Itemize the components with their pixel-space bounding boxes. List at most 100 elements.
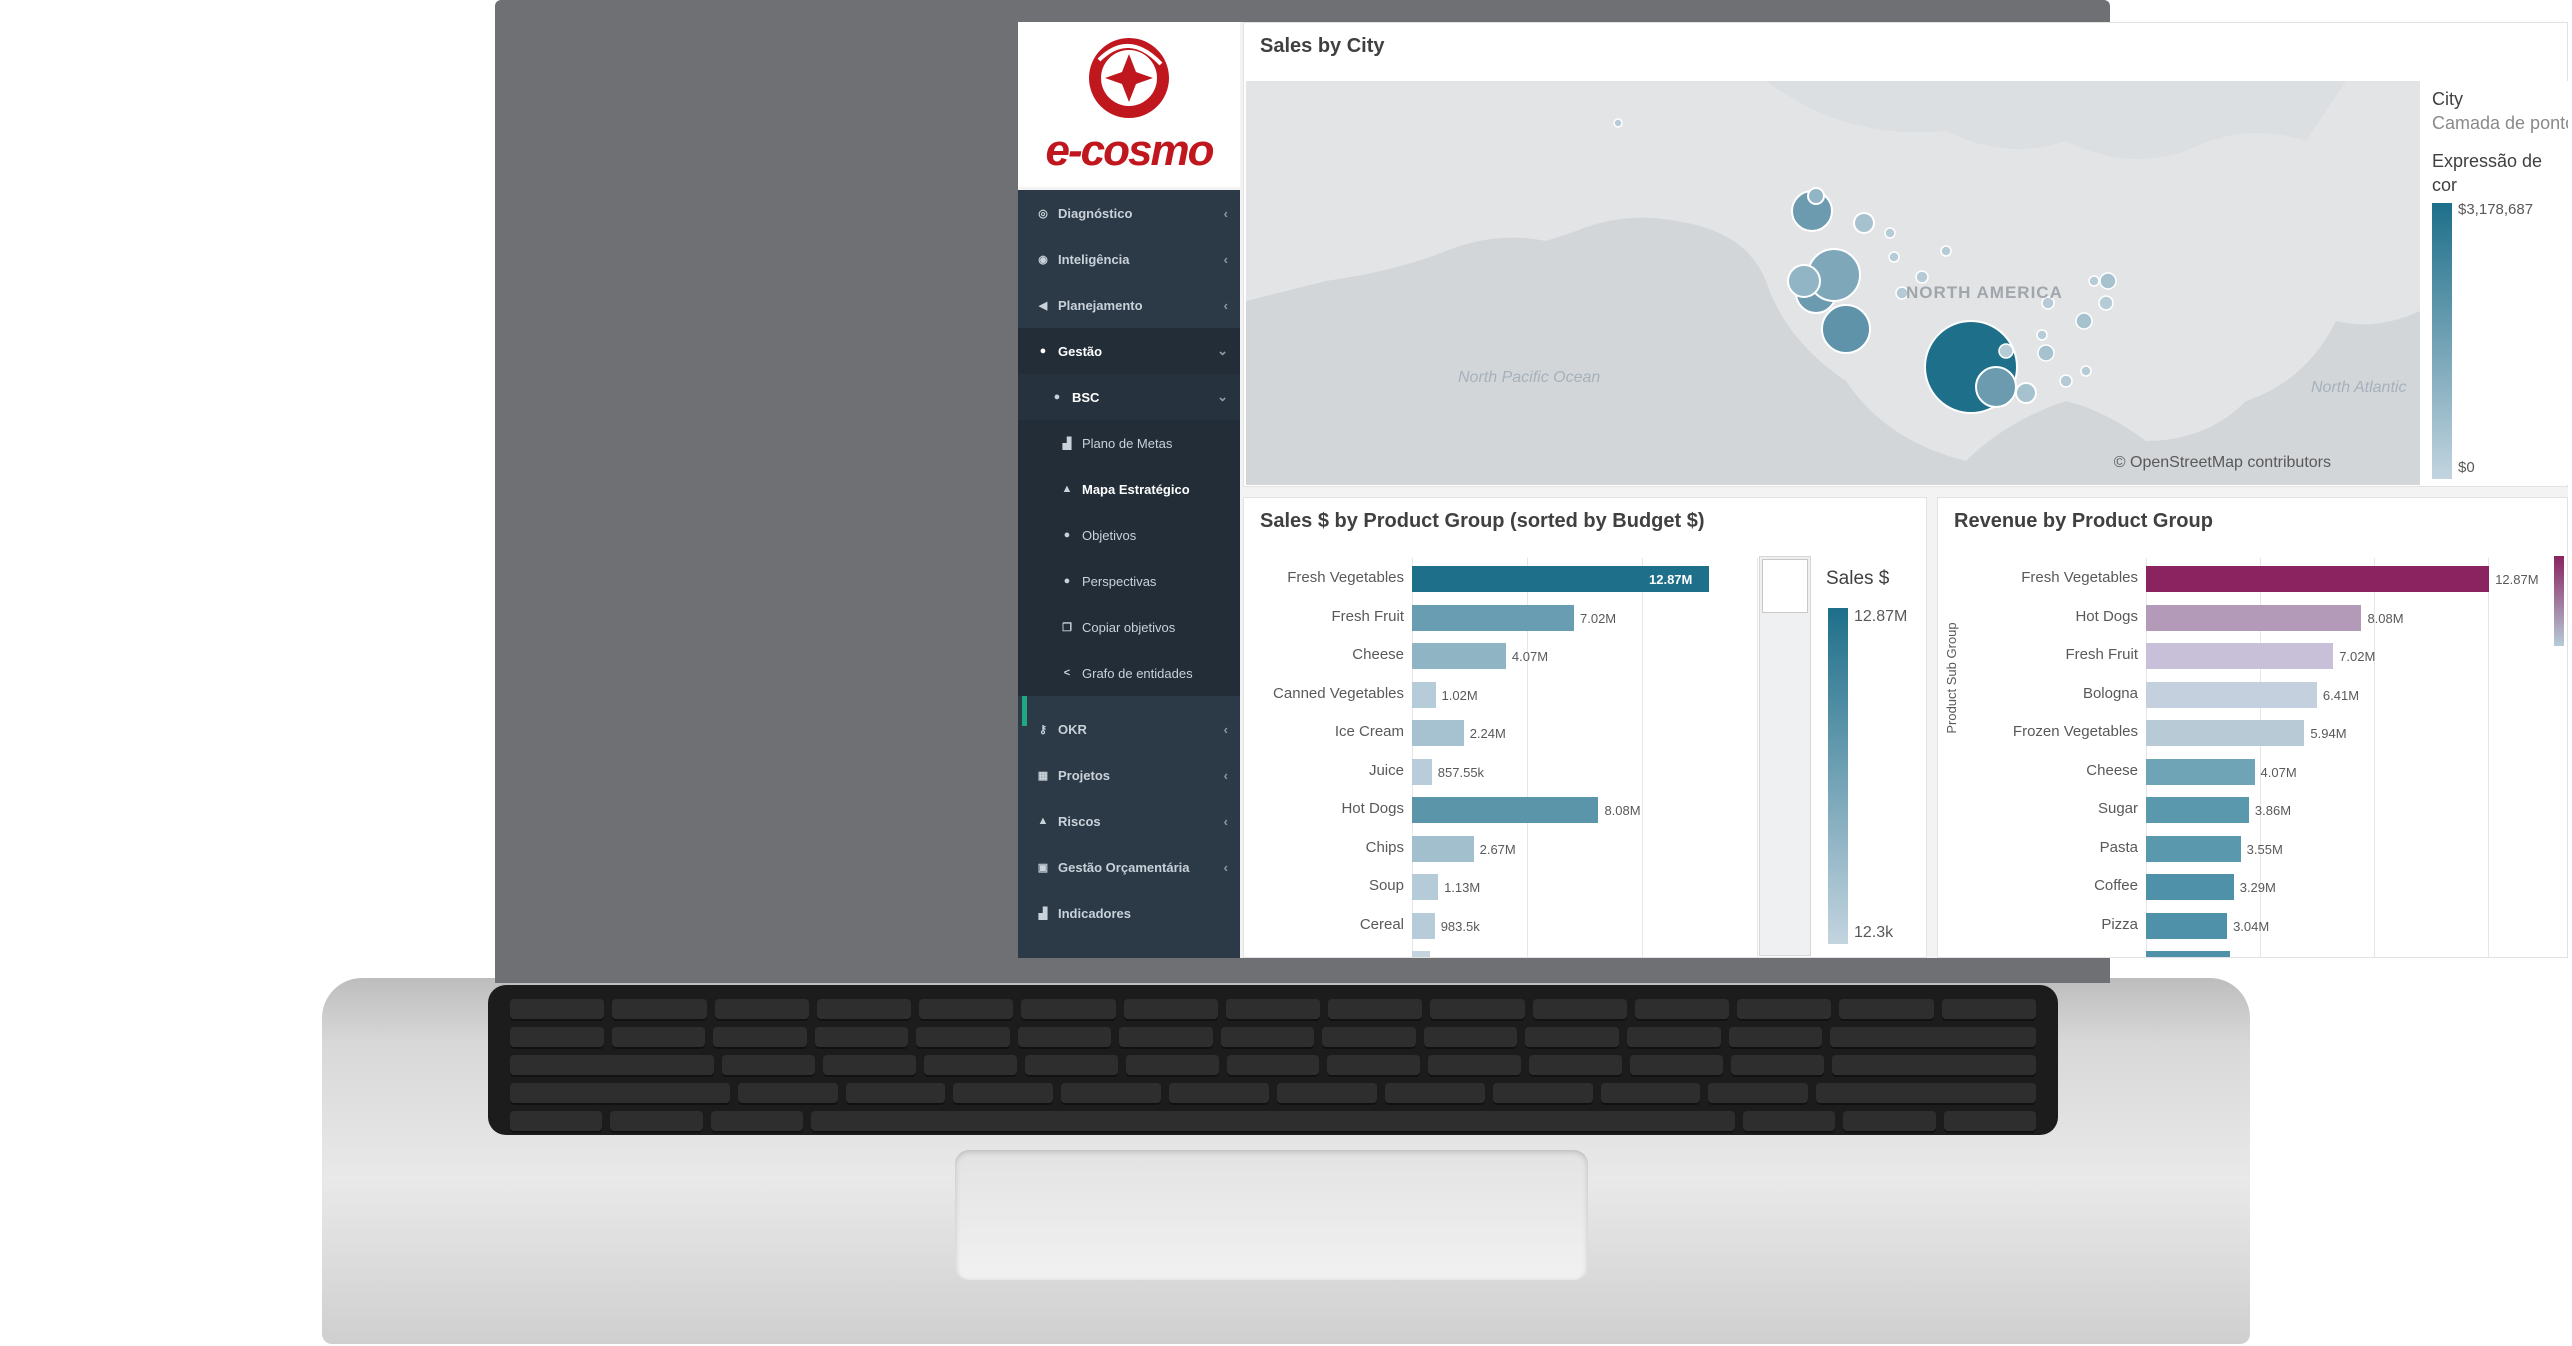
chart1-minimap-scrollbar[interactable] [1759,556,1811,956]
chevron-left-icon: ‹ [1223,767,1228,783]
table-icon: ▦ [1037,769,1049,782]
bar[interactable] [2146,643,2334,669]
sidebar-item-label: Copiar objetivos [1082,619,1176,635]
bar[interactable] [2146,951,2230,957]
sidebar-item-bsc[interactable]: ● BSC ⌄ [1018,374,1240,420]
map-panel: Sales by City [1243,22,2568,487]
bar-value-label: 3.29M [2239,880,2276,895]
chevron-down-icon: ⌄ [1217,343,1228,358]
bar-value-label: 3.55M [2246,841,2283,857]
bar-value-label: 12.87M [2495,572,2539,587]
bar-category-label: Cheese [1352,646,1404,663]
target-icon: ◎ [1038,207,1048,220]
sidebar-item-gestao[interactable]: ● Gestão ⌄ [1018,328,1240,374]
sidebar-item-grafo-de-entidades[interactable]: < Grafo de entidades [1018,650,1240,696]
sidebar-item-label: Riscos [1058,813,1101,829]
bar[interactable] [2146,758,2255,785]
sidebar-item-label: Inteligência [1058,251,1130,267]
bar[interactable] [1412,643,1506,669]
sidebar-item-projetos[interactable]: ▦ Projetos ‹ [1018,752,1240,798]
sidebar-item-inteligencia[interactable]: ◉ Inteligência ‹ [1018,236,1240,282]
bar[interactable] [2146,835,2241,862]
sidebar-item-plano-de-metas[interactable]: ▟ Plano de Metas [1018,420,1240,466]
chart-gridline [1527,558,1528,958]
map-canvas: © OpenStreetMap contributors [1246,81,2420,485]
bar[interactable] [2146,874,2234,900]
sales-map[interactable]: © OpenStreetMap contributors NORTH AMERI… [1246,81,2420,485]
sitemap-icon: ▲ [1061,483,1073,495]
bar[interactable] [2146,912,2228,939]
sidebar-item-label: Indicadores [1058,905,1131,921]
legend-gradient [2432,203,2452,479]
chart1-scroll-thumb[interactable] [1762,559,1808,613]
city-bubbles [1613,118,2117,414]
bar[interactable] [1412,797,1599,823]
eye-icon: ◉ [1038,253,1048,266]
sidebar-item-indicadores[interactable]: ▟ Indicadores [1018,890,1240,936]
logo-text: e-cosmo [1045,125,1215,175]
chevron-left-icon: ‹ [1223,813,1228,829]
chart1-legend-title: Sales $ [1826,568,1890,589]
bar[interactable] [1412,720,1464,746]
sidebar-item-mapa-estrategico[interactable]: ▲ Mapa Estratégico [1018,466,1240,512]
bar-value-label: 3.04M [2233,918,2270,934]
megaphone-icon: ◀ [1038,299,1048,312]
warning-icon: ▲ [1037,815,1049,827]
bar[interactable] [2146,720,2305,746]
bar-category-label: Fresh Fruit [1331,607,1404,625]
bar-category-label: Sugar [2097,800,2138,817]
legend-field: City [2432,89,2463,109]
sidebar-item-objetivos[interactable]: ● Objetivos [1018,512,1240,558]
sidebar-item-riscos[interactable]: ▲ Riscos ‹ [1018,798,1240,844]
bar[interactable] [1412,758,1432,785]
bar[interactable] [2146,566,2490,592]
chart-gridline [2260,558,2261,958]
bar-value-label: 12.87M [1649,572,1693,587]
bar-category-label: Hot Dogs [2075,607,2138,625]
chart-gridline [2374,558,2375,958]
sidebar-item-label: Planejamento [1058,297,1143,313]
chart1-legend-min: 12.3k [1854,924,1894,941]
chevron-down-icon: ⌄ [1217,389,1228,404]
sidebar-item-okr[interactable]: ⚷ OKR ‹ [1018,706,1240,752]
chevron-left-icon: ‹ [1223,205,1228,221]
bar[interactable] [1412,566,1709,592]
bar-value-label: 5.94M [2310,726,2347,741]
sidebar-item-label: Diagnóstico [1058,205,1133,221]
bar[interactable] [2146,604,2362,631]
map-attribution[interactable]: © OpenStreetMap contributors [2114,454,2331,471]
chart2-plot: Fresh Vegetables 12.87M Hot Dogs 8.08M Fresh… [1938,558,2568,958]
chart-gridline [1642,558,1643,958]
sidebar-item-diagnostico[interactable]: ◎ Diagnóstico ‹ [1018,190,1240,236]
bar-value-label: 8.08M [2367,610,2404,626]
bar[interactable] [1412,604,1574,631]
sidebar-item-copiar-objetivos[interactable]: ❐ Copiar objetivos [1018,604,1240,650]
bar-category-label: Coffee [2094,877,2138,894]
bar[interactable] [2146,681,2317,708]
bar[interactable] [1412,835,1474,862]
bar-value-label: 2.24M [1469,726,1506,741]
bar-value-label: 3.86M [2254,803,2292,818]
bar[interactable] [1412,874,1439,900]
bar[interactable] [2146,797,2249,823]
bar-value-label: 4.07M [2260,764,2297,780]
sidebar-item-planejamento[interactable]: ◀ Planejamento ‹ [1018,282,1240,328]
map-label-pacific: North Pacific Ocean [1458,369,1601,386]
sidebar-item-label: Mapa Estratégico [1082,481,1190,497]
trackpad [955,1150,1588,1280]
sidebar-item-gestao-orcamentaria[interactable]: ▣ Gestão Orçamentária ‹ [1018,844,1240,890]
sidebar-item-label: Gestão [1058,343,1103,359]
bar[interactable] [1412,681,1436,708]
bar[interactable] [1412,912,1435,939]
bar[interactable] [1412,951,1430,957]
bar-value-label: 983.5k [1440,918,1480,934]
sidebar-item-perspectivas[interactable]: ● Perspectivas [1018,558,1240,604]
chevron-left-icon: ‹ [1223,251,1228,267]
bar-category-label: Frozen Vegetables [2012,723,2138,740]
legend-color-title: Expressão de cor [2432,151,2543,195]
bar-value-label: 8.08M [1604,803,1641,818]
chart2-scrollbar[interactable] [2554,556,2564,646]
bar-category-label: Cereal [1359,915,1404,933]
bar-category-label: Soup [1368,877,1404,894]
